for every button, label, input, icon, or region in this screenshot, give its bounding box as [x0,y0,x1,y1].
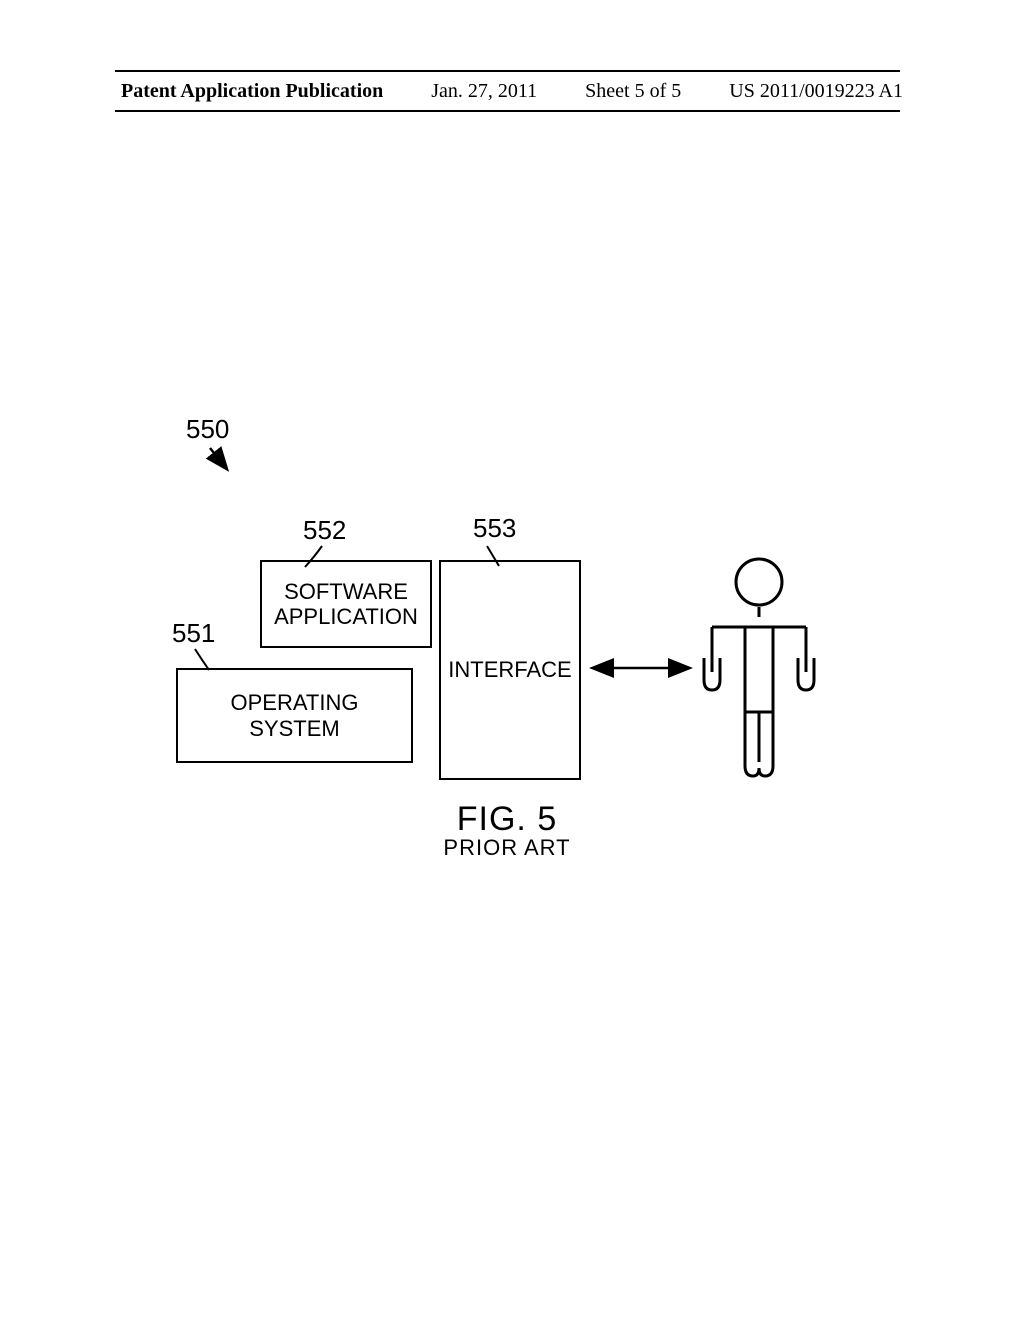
header-date: Jan. 27, 2011 [431,80,537,103]
header-sheet: Sheet 5 of 5 [585,80,681,103]
figure-number: FIG. 5 [417,800,597,839]
ref-550: 550 [186,414,229,445]
operating-system-label: OPERATING SYSTEM [231,690,359,741]
software-application-label: SOFTWARE APPLICATION [274,579,418,630]
interface-box: INTERFACE [439,560,581,780]
ref-551: 551 [172,618,215,649]
ref-552: 552 [303,515,346,546]
leader-550 [210,448,226,468]
leader-551 [195,649,209,670]
page: Patent Application Publication Jan. 27, … [0,0,1024,1320]
ref-553: 553 [473,513,516,544]
page-header: Patent Application Publication Jan. 27, … [0,80,1024,103]
header-rule-top [115,70,900,72]
figure-subtitle: PRIOR ART [417,835,597,861]
header-publication: Patent Application Publication [121,80,383,103]
header-pubno: US 2011/0019223 A1 [729,80,903,103]
person-icon [704,559,814,776]
software-application-box: SOFTWARE APPLICATION [260,560,432,648]
header-rule-bottom [115,110,900,112]
interface-label: INTERFACE [448,657,571,682]
operating-system-box: OPERATING SYSTEM [176,668,413,763]
figure-title: FIG. 5 PRIOR ART [417,800,597,861]
